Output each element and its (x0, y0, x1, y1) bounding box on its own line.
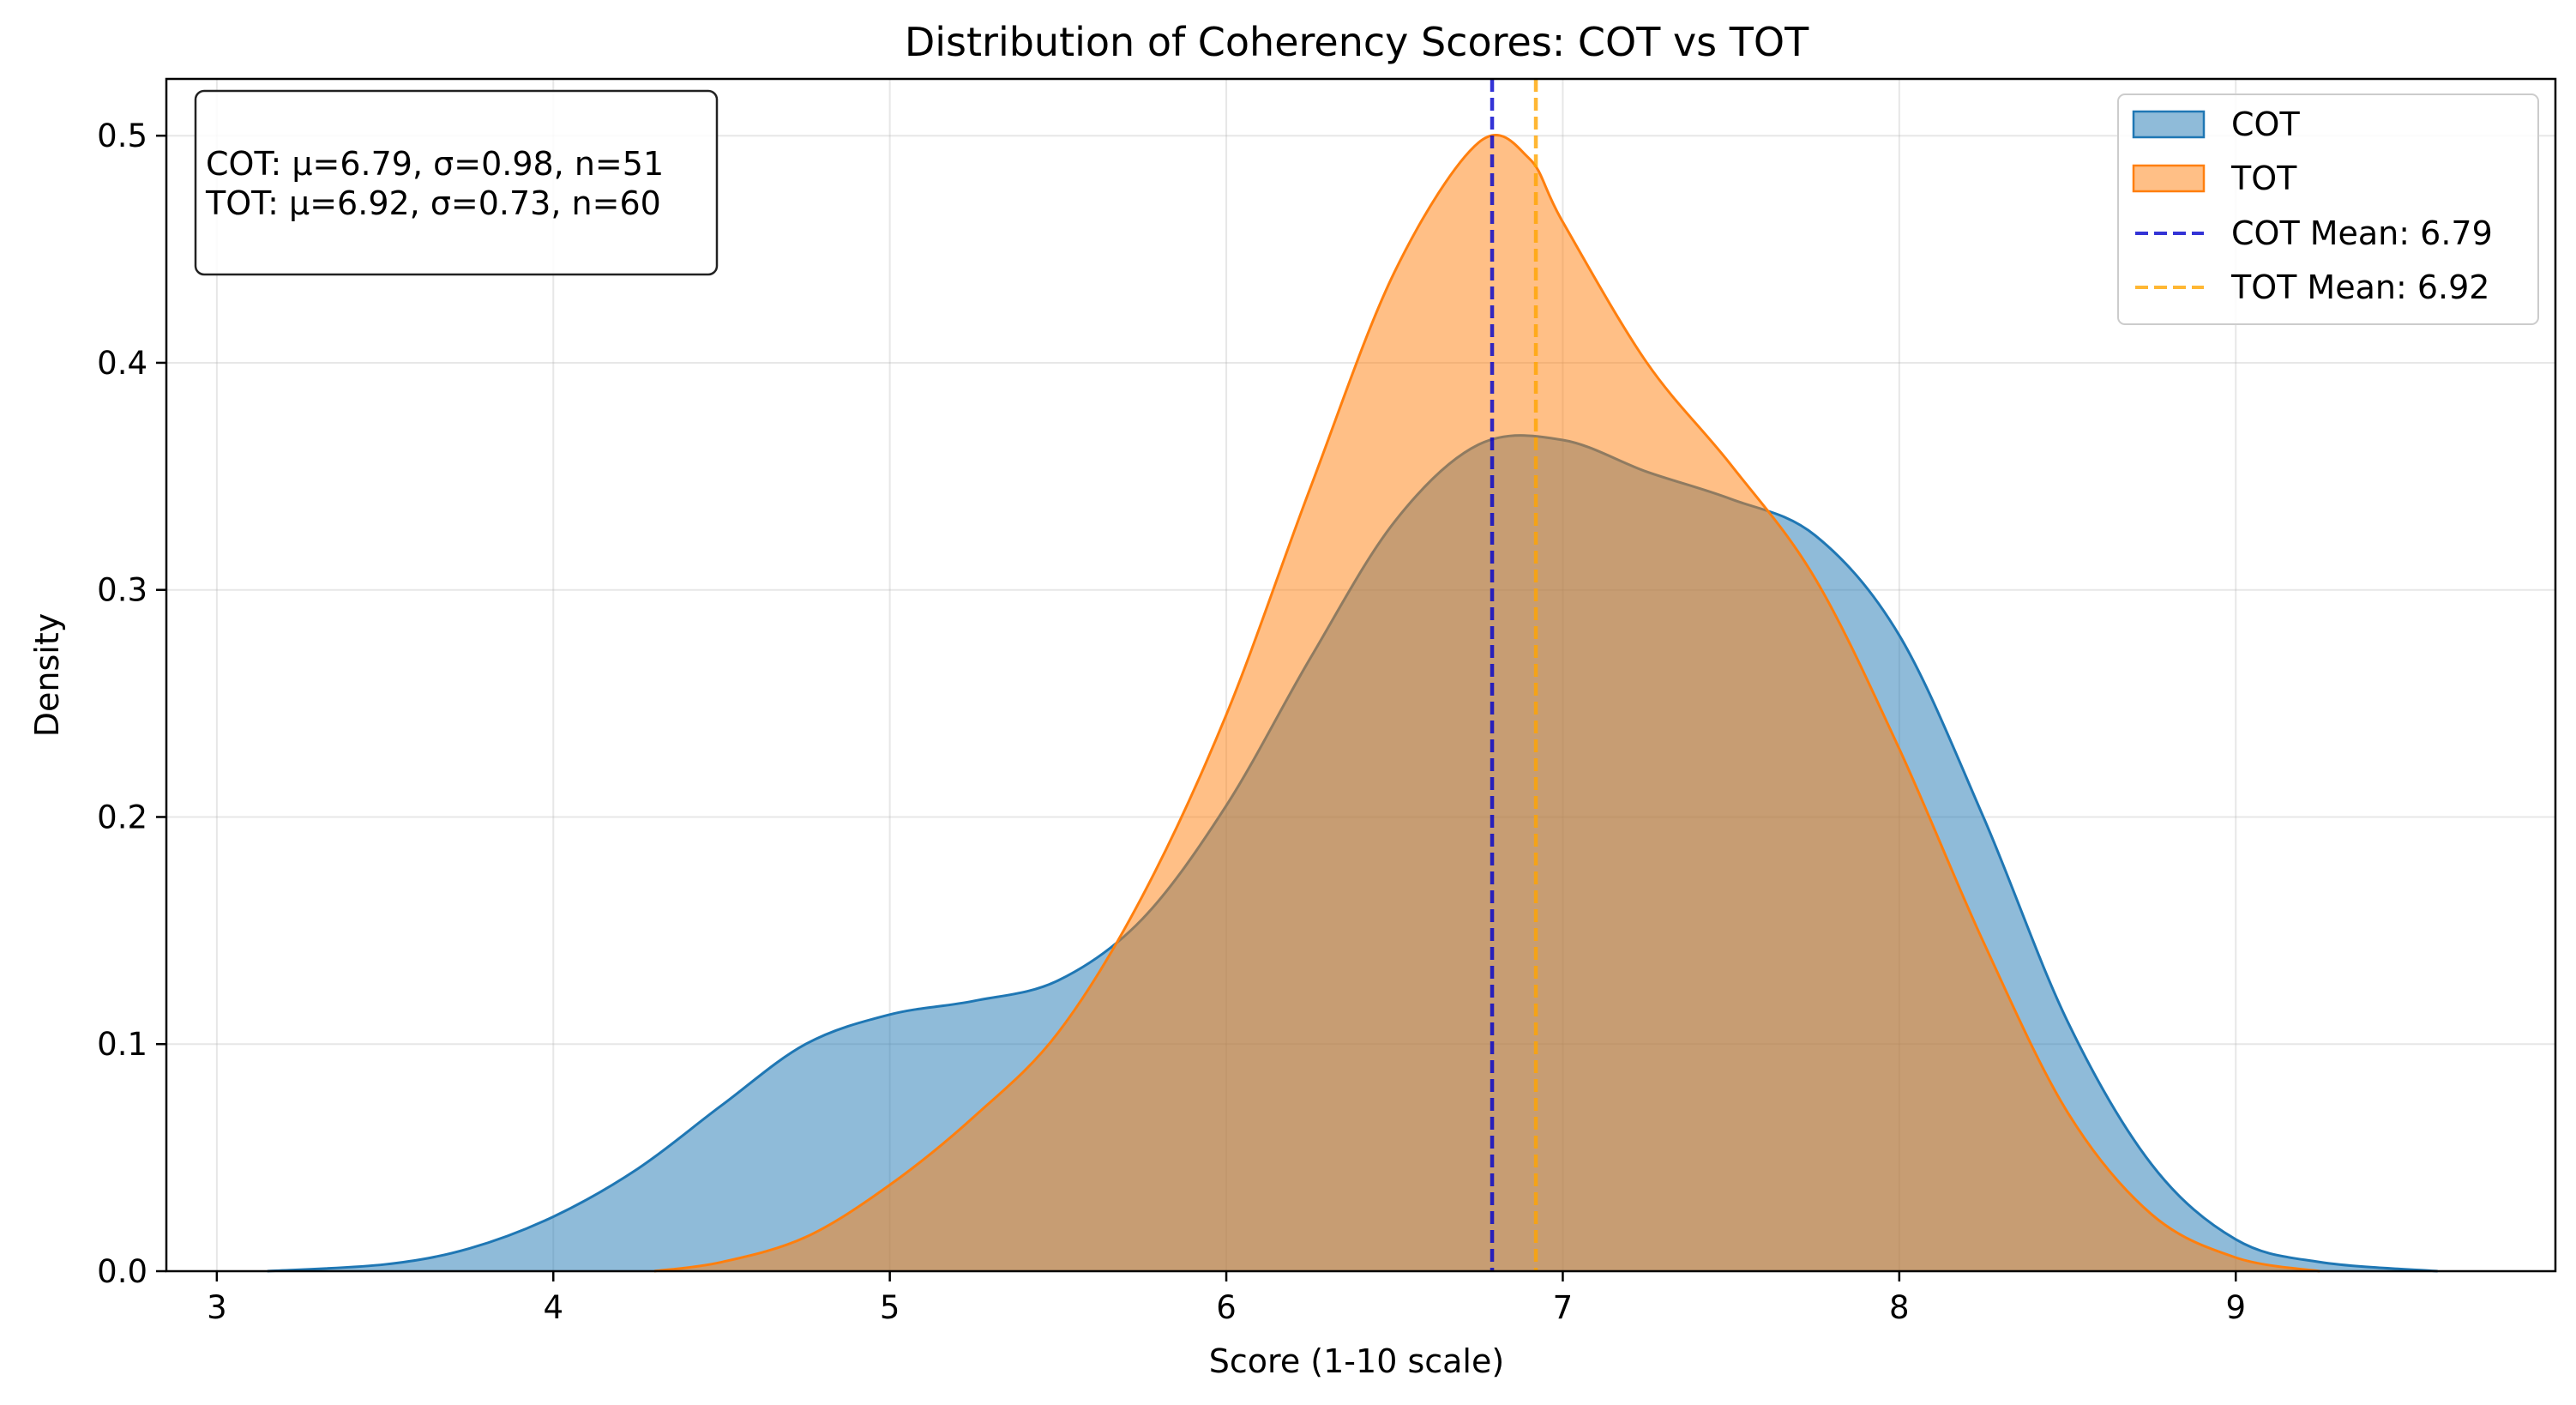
y-tick-label: 0.2 (97, 799, 147, 835)
stats-box: COT: μ=6.79, σ=0.98, n=51 TOT: μ=6.92, σ… (194, 89, 719, 276)
legend-swatch-tot (2132, 164, 2206, 193)
stats-line-tot: TOT: μ=6.92, σ=0.73, n=60 (205, 184, 661, 222)
x-tick-label: 8 (1889, 1289, 1910, 1326)
x-tick-label: 7 (1553, 1289, 1574, 1326)
legend-label-cot: COT (2231, 106, 2300, 143)
x-tick-label: 4 (543, 1289, 563, 1326)
x-tick-label: 5 (880, 1289, 900, 1326)
y-tick-label: 0.3 (97, 572, 147, 609)
x-tick-label: 3 (207, 1289, 227, 1326)
x-axis-label: Score (1-10 scale) (1209, 1342, 1504, 1380)
legend-frame (2117, 93, 2539, 325)
tot-density-line (653, 133, 2320, 1273)
y-tick-label: 0.1 (97, 1026, 147, 1063)
legend-swatch-cot (2132, 110, 2206, 139)
x-axis-ticks: 3 4 5 6 7 8 9 (207, 1271, 2246, 1326)
legend: COT TOT COT Mean: 6.79 TOT Mean: 6.92 (2117, 93, 2539, 325)
plot-area-frame (165, 77, 2557, 1273)
y-tick-label: 0.5 (97, 118, 147, 154)
y-axis-label: Density (28, 613, 66, 737)
legend-label-tot-mean: TOT Mean: 6.92 (2230, 268, 2489, 306)
tot-density-area (653, 135, 2320, 1271)
y-tick-label: 0.4 (97, 345, 147, 382)
y-axis-ticks: 0.0 0.1 0.2 0.3 0.4 0.5 (97, 118, 166, 1290)
x-tick-label: 9 (2225, 1289, 2246, 1326)
stats-box-frame (194, 89, 719, 276)
density-series (267, 133, 2438, 1273)
y-tick-label: 0.0 (97, 1253, 147, 1290)
chart-title: Distribution of Coherency Scores: COT vs… (905, 19, 1809, 65)
stats-line-cot: COT: μ=6.79, σ=0.98, n=51 (206, 145, 664, 183)
legend-label-tot: TOT (2230, 160, 2297, 197)
legend-label-cot-mean: COT Mean: 6.79 (2231, 214, 2493, 252)
x-tick-label: 6 (1216, 1289, 1237, 1326)
mean-lines (1490, 79, 1538, 1271)
